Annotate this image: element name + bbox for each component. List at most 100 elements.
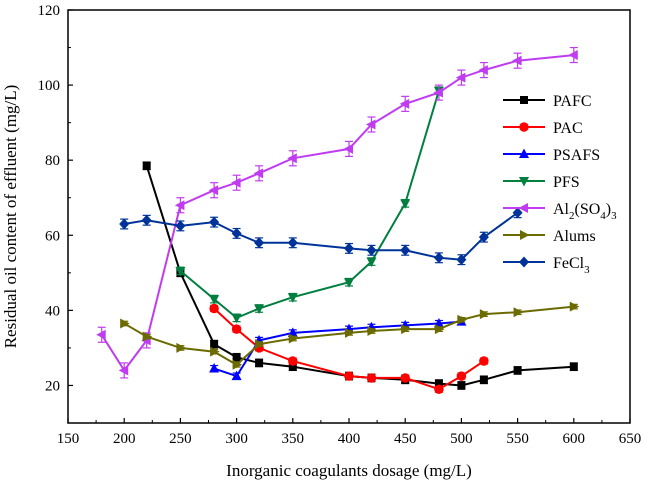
data-point-pfs: [400, 199, 411, 209]
data-point-alums: [367, 326, 377, 337]
x-tick-label: 650: [619, 431, 642, 447]
data-point-pafc: [232, 353, 241, 362]
data-point-alums: [569, 301, 580, 312]
data-point-alums: [434, 324, 445, 335]
data-point-al2-so4-3: [208, 185, 219, 196]
data-point-al2-so4-3: [343, 143, 353, 154]
data-point-fecl3: [175, 220, 186, 232]
legend-item-alums: Alums: [503, 228, 596, 245]
y-tick-label: 80: [45, 153, 60, 169]
data-point-pfs: [344, 278, 354, 288]
legend-marker: [519, 122, 529, 132]
data-point-fecl3: [400, 244, 411, 256]
data-point-pac: [479, 356, 489, 366]
legend-marker: [518, 203, 528, 213]
x-tick-label: 200: [113, 431, 136, 447]
data-point-fecl3: [141, 214, 152, 226]
x-tick-label: 250: [169, 431, 192, 447]
data-point-pafc: [513, 366, 522, 375]
series-fecl3: [119, 207, 523, 266]
data-point-alums: [176, 342, 186, 353]
data-point-pfs: [209, 295, 220, 305]
legend: PAFC PAC PSAFS PFS Al2(SO4)3 Alums FeCl3: [503, 93, 617, 276]
data-point-al2-so4-3: [478, 65, 488, 76]
y-tick-label: 60: [45, 228, 60, 244]
data-point-pfs: [366, 257, 377, 268]
series-line-pac: [213, 307, 485, 391]
data-point-fecl3: [456, 254, 467, 266]
data-point-al2-so4-3: [512, 55, 522, 66]
data-point-alums: [457, 314, 467, 325]
data-point-pafc: [457, 381, 466, 390]
data-point-al2-so4-3: [174, 200, 185, 211]
y-axis-ticks: 20 40 60 80 100 120: [38, 3, 73, 394]
data-point-fecl3: [512, 207, 523, 219]
legend-marker: [519, 256, 529, 268]
data-point-fecl3: [209, 216, 220, 228]
legend-label: Alums: [553, 228, 596, 245]
data-point-psafs: [231, 370, 242, 381]
data-point-fecl3: [344, 242, 354, 254]
series-layer: [96, 46, 580, 394]
data-point-al2-so4-3: [433, 87, 443, 98]
legend-item-fecl3: FeCl3: [503, 255, 590, 276]
legend-marker: [520, 96, 528, 104]
legend-label: FeCl3: [553, 255, 590, 276]
legend-item-pac: PAC: [503, 120, 583, 137]
data-point-pac: [288, 356, 298, 366]
legend-marker: [520, 230, 530, 240]
data-point-pafc: [479, 375, 488, 384]
data-point-pac: [366, 373, 377, 383]
data-point-alums: [288, 333, 299, 344]
data-point-fecl3: [254, 237, 265, 249]
y-tick-label: 100: [38, 78, 61, 94]
x-tick-label: 450: [394, 431, 417, 447]
data-point-pfs: [287, 293, 298, 303]
data-point-al2-so4-3: [118, 365, 129, 376]
data-point-al2-so4-3: [96, 329, 106, 340]
series-al2-so4-3: [96, 46, 578, 379]
data-point-al2-so4-3: [231, 177, 241, 188]
data-point-pafc: [255, 358, 264, 367]
y-tick-label: 40: [45, 303, 60, 319]
legend-label: PSAFS: [553, 147, 600, 164]
data-point-pafc: [142, 161, 151, 170]
data-point-psafs: [209, 363, 220, 373]
data-point-al2-so4-3: [287, 153, 297, 164]
legend-item-pfs: PFS: [503, 174, 580, 191]
data-point-alums: [120, 318, 130, 329]
data-point-alums: [345, 327, 355, 338]
series-line-al2-so4-3: [100, 54, 574, 373]
series-alums: [120, 301, 580, 370]
data-point-pafc: [569, 362, 578, 371]
x-tick-label: 550: [506, 431, 529, 447]
y-axis-label: Residual oil content of effluent (mg/L): [1, 85, 20, 349]
x-axis-ticks: 150 200 250 300 350 400 450 500 550 600 650: [57, 418, 642, 447]
data-point-alums: [401, 324, 411, 335]
x-tick-label: 400: [338, 431, 361, 447]
data-point-pfs: [175, 266, 186, 277]
x-tick-label: 600: [563, 431, 586, 447]
data-point-pafc: [434, 379, 443, 388]
data-point-pac: [456, 371, 467, 381]
data-point-al2-so4-3: [399, 98, 410, 109]
data-point-pfs: [231, 313, 242, 324]
y-tick-label: 20: [45, 378, 60, 394]
legend-label: PAC: [553, 120, 583, 137]
data-point-fecl3: [119, 218, 130, 230]
legend-label: PFS: [553, 174, 580, 191]
x-axis-label: Inorganic coagulants dosage (mg/L): [226, 461, 472, 480]
legend-item-psafs: PSAFS: [503, 147, 600, 164]
data-point-pafc: [210, 340, 219, 349]
data-point-fecl3: [478, 231, 489, 243]
legend-label: Al2(SO4)3: [553, 201, 617, 222]
data-point-pafc: [288, 362, 297, 371]
data-point-fecl3: [231, 227, 242, 239]
data-point-fecl3: [287, 237, 298, 249]
x-tick-label: 300: [225, 431, 248, 447]
data-point-al2-so4-3: [455, 72, 466, 83]
data-point-alums: [142, 331, 153, 342]
legend-marker: [519, 177, 529, 187]
data-point-pac: [231, 324, 242, 334]
data-point-pac: [400, 373, 410, 383]
